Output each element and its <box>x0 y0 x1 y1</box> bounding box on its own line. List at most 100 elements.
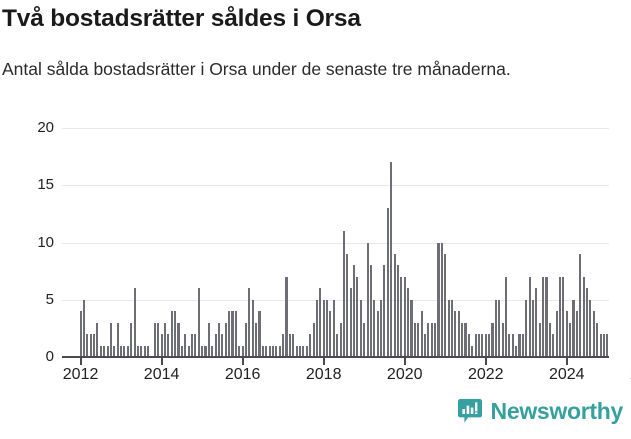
x-axis-tick-label: 2020 <box>386 366 423 383</box>
bar <box>508 334 511 357</box>
bar <box>123 345 126 357</box>
bar <box>339 322 342 357</box>
bar <box>238 345 241 357</box>
bar <box>288 334 291 357</box>
bar <box>214 334 217 357</box>
bar <box>251 299 254 357</box>
bar <box>440 242 443 357</box>
bar <box>106 345 109 357</box>
bar <box>474 334 477 357</box>
chart-footer: Newsworthy <box>0 396 631 439</box>
bar <box>109 322 112 357</box>
bar <box>380 299 383 357</box>
bar <box>582 276 585 357</box>
x-axis-tick <box>403 357 406 365</box>
bar <box>454 311 457 357</box>
bar <box>86 334 89 357</box>
bar <box>126 345 129 357</box>
bar <box>356 276 359 357</box>
bar <box>285 276 288 357</box>
x-axis-tick-label: 2012 <box>62 366 99 383</box>
bar <box>234 311 237 357</box>
bar <box>498 299 501 357</box>
bar <box>525 299 528 357</box>
bar <box>481 334 484 357</box>
bar <box>427 322 430 357</box>
bar <box>548 322 551 357</box>
bar <box>538 322 541 357</box>
bar <box>575 311 578 357</box>
bar <box>170 311 173 357</box>
bar <box>133 288 136 357</box>
bar <box>207 322 210 357</box>
bar <box>461 322 464 357</box>
x-axis-tick-label: 2016 <box>224 366 261 383</box>
bar <box>484 334 487 357</box>
bar <box>558 276 562 357</box>
bar <box>312 322 315 357</box>
bar <box>407 288 410 357</box>
bar <box>187 345 190 357</box>
bar <box>359 299 362 357</box>
bar <box>322 299 325 357</box>
bar <box>167 334 170 357</box>
x-axis-tick <box>484 357 487 365</box>
y-axis-tick-label: 10 <box>37 233 54 251</box>
bar <box>393 253 396 357</box>
bar <box>586 288 589 357</box>
bar <box>599 334 602 357</box>
bar <box>177 322 180 357</box>
bar <box>423 334 426 357</box>
bar <box>369 265 372 357</box>
bar <box>386 208 389 357</box>
bar <box>434 322 437 357</box>
y-axis-ticks: 0 5 10 15 20 <box>0 120 54 364</box>
bar <box>140 345 143 357</box>
y-axis-tick-label: 0 <box>45 348 54 365</box>
newsworthy-logo[interactable]: Newsworthy <box>457 398 623 424</box>
bar <box>457 311 460 357</box>
brand-name: Newsworthy <box>490 398 624 424</box>
bar <box>302 345 305 357</box>
bar <box>430 322 433 357</box>
bar <box>174 311 177 357</box>
bar <box>224 322 227 357</box>
bar <box>79 311 82 357</box>
bar <box>147 345 150 357</box>
bar <box>326 299 329 357</box>
plot-area: 2 <box>62 128 609 358</box>
bar <box>265 345 268 357</box>
bar <box>160 334 163 357</box>
x-axis-tick-label: 2022 <box>467 366 504 383</box>
bar <box>82 299 85 357</box>
x-axis-tick-label: 2014 <box>143 366 180 383</box>
bar <box>163 322 167 357</box>
bar <box>504 276 508 357</box>
bar <box>184 334 187 357</box>
bar <box>244 322 248 357</box>
y-axis-tick-label: 5 <box>45 290 54 308</box>
bar <box>130 322 133 357</box>
bar <box>271 345 275 357</box>
bar <box>437 242 440 357</box>
bar <box>309 334 312 357</box>
bar <box>542 276 545 357</box>
bar <box>353 265 356 357</box>
bar <box>295 345 298 357</box>
bar <box>562 276 565 357</box>
bar <box>268 345 271 357</box>
bar <box>376 311 379 357</box>
bar <box>278 345 281 357</box>
bar <box>120 345 123 357</box>
bar <box>231 311 234 357</box>
bar <box>565 311 568 357</box>
bar <box>491 322 494 357</box>
bar <box>332 299 335 357</box>
y-axis-tick-label: 15 <box>37 176 54 194</box>
bar <box>488 334 491 357</box>
bar <box>535 288 538 357</box>
bar <box>153 322 156 357</box>
bar <box>363 322 366 357</box>
bar <box>103 345 106 357</box>
